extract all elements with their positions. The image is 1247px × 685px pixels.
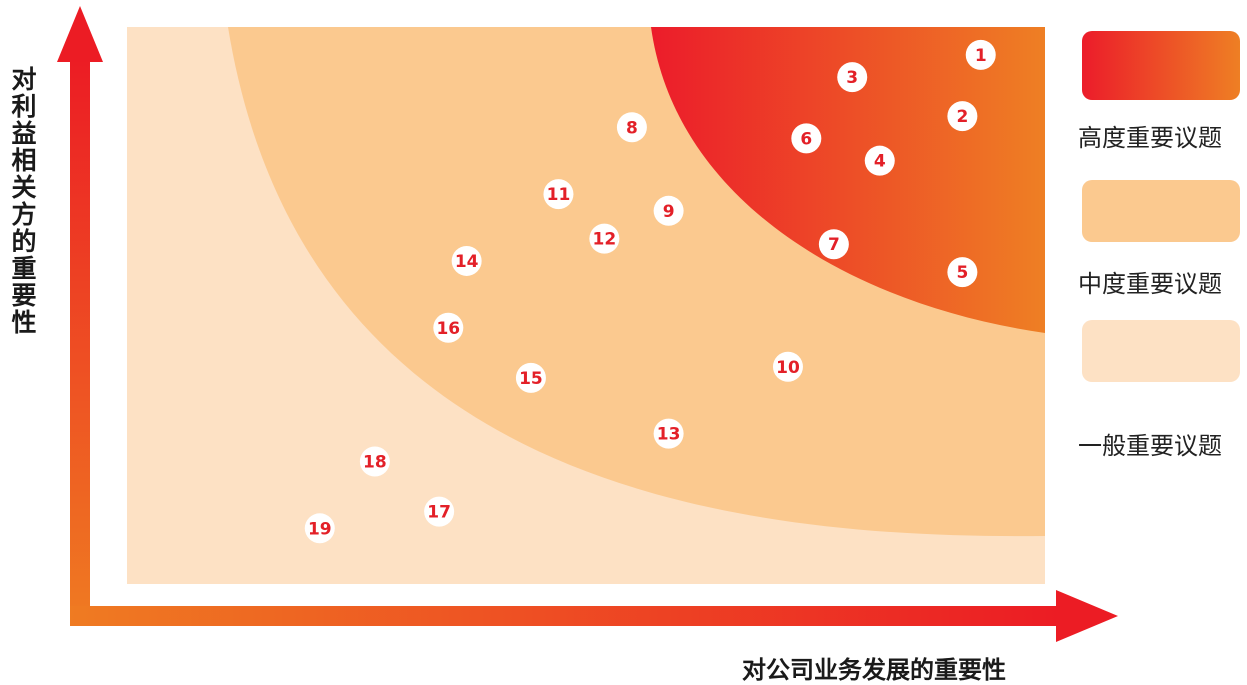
data-point-marker [772,351,803,382]
data-point-marker [451,245,482,276]
data-point-label: 11 [547,185,571,205]
data-point-marker [837,62,868,93]
data-point-label: 4 [874,152,886,172]
data-point-marker [947,101,978,132]
data-point-label: 13 [657,425,681,445]
legend-label-low: 一般重要议题 [1078,432,1222,460]
legend-swatch-high [1082,31,1240,100]
legend-swatch-medium [1082,180,1240,242]
data-point-12: 12 [589,223,620,254]
data-point-5: 5 [947,257,978,288]
data-point-11: 11 [543,179,574,210]
data-point-label: 15 [519,369,543,389]
data-point-marker [543,179,574,210]
data-point-label: 6 [800,129,812,149]
data-point-label: 9 [663,202,675,222]
data-point-marker [965,39,996,70]
data-point-marker [616,112,647,143]
data-point-4: 4 [864,145,895,176]
data-point-label: 17 [427,503,451,523]
data-point-label: 2 [956,107,968,127]
data-point-label: 3 [846,68,858,88]
legend-label-high: 高度重要议题 [1078,124,1222,152]
data-point-6: 6 [791,123,822,154]
data-point-marker [515,362,546,393]
data-point-18: 18 [359,446,390,477]
x-axis-arrow [1056,590,1118,642]
legend-swatch-low [1082,320,1240,382]
legend-label-medium: 中度重要议题 [1078,270,1222,298]
data-point-marker [947,257,978,288]
data-point-label: 12 [593,230,617,250]
data-point-label: 7 [828,235,840,255]
data-point-10: 10 [772,351,803,382]
data-point-label: 10 [776,358,800,378]
data-point-marker [433,312,464,343]
data-point-label: 18 [363,452,387,472]
data-point-marker [653,195,684,226]
data-point-marker [791,123,822,154]
data-point-marker [589,223,620,254]
data-point-2: 2 [947,101,978,132]
data-point-14: 14 [451,245,482,276]
y-axis-line [70,58,90,626]
data-point-3: 3 [837,62,868,93]
data-point-19: 19 [304,513,335,544]
data-point-15: 15 [515,362,546,393]
data-point-marker [653,418,684,449]
data-point-label: 8 [626,118,638,138]
y-axis-label: 对利益相关方的重要性 [8,66,37,336]
zone-high [651,27,1045,333]
data-point-marker [359,446,390,477]
data-point-9: 9 [653,195,684,226]
data-point-marker [424,496,455,527]
data-point-label: 5 [956,263,968,283]
data-point-label: 19 [308,519,332,539]
data-point-17: 17 [424,496,455,527]
data-point-label: 14 [455,252,479,272]
data-point-marker [818,229,849,260]
data-point-16: 16 [433,312,464,343]
data-point-marker [304,513,335,544]
data-point-1: 1 [965,39,996,70]
x-axis-label: 对公司业务发展的重要性 [742,656,1006,684]
data-point-label: 16 [436,319,460,339]
data-point-7: 7 [818,229,849,260]
data-point-label: 1 [975,46,987,66]
data-point-8: 8 [616,112,647,143]
data-point-marker [864,145,895,176]
data-point-13: 13 [653,418,684,449]
y-axis-arrow [57,6,103,62]
x-axis-line [70,606,1060,626]
